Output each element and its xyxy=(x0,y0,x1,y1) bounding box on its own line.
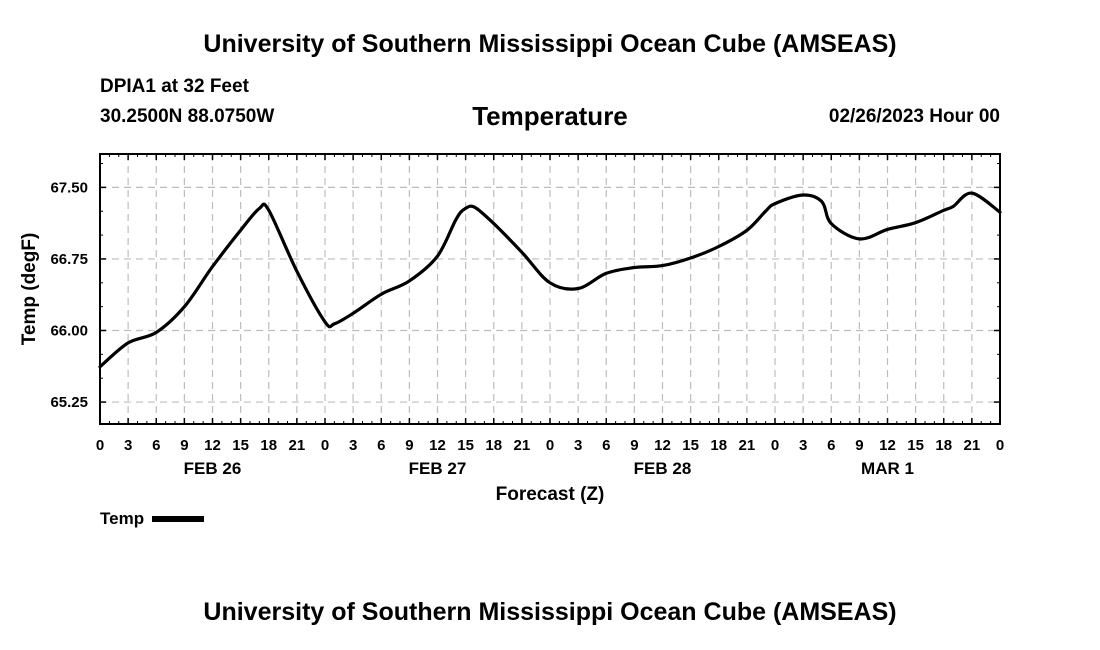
x-tick-label: 6 xyxy=(152,437,160,454)
x-tick-label: 3 xyxy=(124,437,132,454)
x-tick-label: 9 xyxy=(405,437,413,454)
coordinates-label: 30.2500N 88.0750W xyxy=(100,106,275,127)
x-tick-label: 3 xyxy=(799,437,807,454)
x-day-label: FEB 27 xyxy=(409,459,467,478)
x-axis-label: Forecast (Z) xyxy=(496,484,605,505)
x-tick-label: 6 xyxy=(377,437,385,454)
grid xyxy=(100,154,1000,424)
x-day-label: MAR 1 xyxy=(861,459,914,478)
x-tick-label: 18 xyxy=(710,437,727,454)
x-tick-label: 12 xyxy=(654,437,671,454)
y-axis-label: Temp (degF) xyxy=(19,233,40,346)
x-tick-label: 6 xyxy=(827,437,835,454)
x-tick-label: 12 xyxy=(204,437,221,454)
x-tick-label: 9 xyxy=(855,437,863,454)
x-tick-label: 15 xyxy=(907,437,924,454)
footer-title: University of Southern Mississippi Ocean… xyxy=(203,598,897,626)
x-tick-label: 21 xyxy=(514,437,531,454)
x-tick-label: 0 xyxy=(321,437,329,454)
legend-label: Temp xyxy=(100,509,145,528)
x-tick-label: 12 xyxy=(879,437,896,454)
x-tick-label: 18 xyxy=(485,437,502,454)
x-tick-label: 0 xyxy=(996,437,1004,454)
variable-title: Temperature xyxy=(472,101,628,131)
x-tick-label: 6 xyxy=(602,437,610,454)
legend-swatch xyxy=(152,516,205,522)
x-day-label: FEB 28 xyxy=(634,459,692,478)
x-tick-label: 18 xyxy=(935,437,952,454)
station-label: DPIA1 at 32 Feet xyxy=(100,76,249,97)
x-tick-label: 15 xyxy=(457,437,474,454)
x-tick-label: 0 xyxy=(546,437,554,454)
legend: Temp xyxy=(100,509,205,529)
series-layer xyxy=(98,191,1002,369)
page-title: University of Southern Mississippi Ocean… xyxy=(203,30,897,58)
x-tick-label: 15 xyxy=(682,437,699,454)
x-tick-label: 0 xyxy=(96,437,104,454)
y-tick-label: 65.25 xyxy=(50,394,88,411)
y-tick-label: 67.50 xyxy=(50,179,88,196)
forecast-datetime: 02/26/2023 Hour 00 xyxy=(828,106,1000,127)
axes: 0 3 6 9 12 15 18 21 0 3 6 9 12 15 18 21 0 3 6 9 12 15 18 21 0 3 6 9… xyxy=(50,154,1004,478)
temp-series-line xyxy=(98,191,1002,369)
y-tick-label: 66.00 xyxy=(50,323,88,340)
x-tick-label: 3 xyxy=(349,437,357,454)
x-tick-label: 9 xyxy=(180,437,188,454)
x-tick-label: 21 xyxy=(739,437,756,454)
x-day-label: FEB 26 xyxy=(184,459,242,478)
x-tick-label: 3 xyxy=(574,437,582,454)
x-tick-label: 21 xyxy=(964,437,981,454)
x-tick-label: 12 xyxy=(429,437,446,454)
x-tick-label: 0 xyxy=(771,437,779,454)
x-tick-label: 18 xyxy=(260,437,277,454)
x-tick-label: 9 xyxy=(630,437,638,454)
x-tick-label: 21 xyxy=(289,437,306,454)
x-tick-label: 15 xyxy=(232,437,249,454)
y-tick-label: 66.75 xyxy=(50,251,88,268)
